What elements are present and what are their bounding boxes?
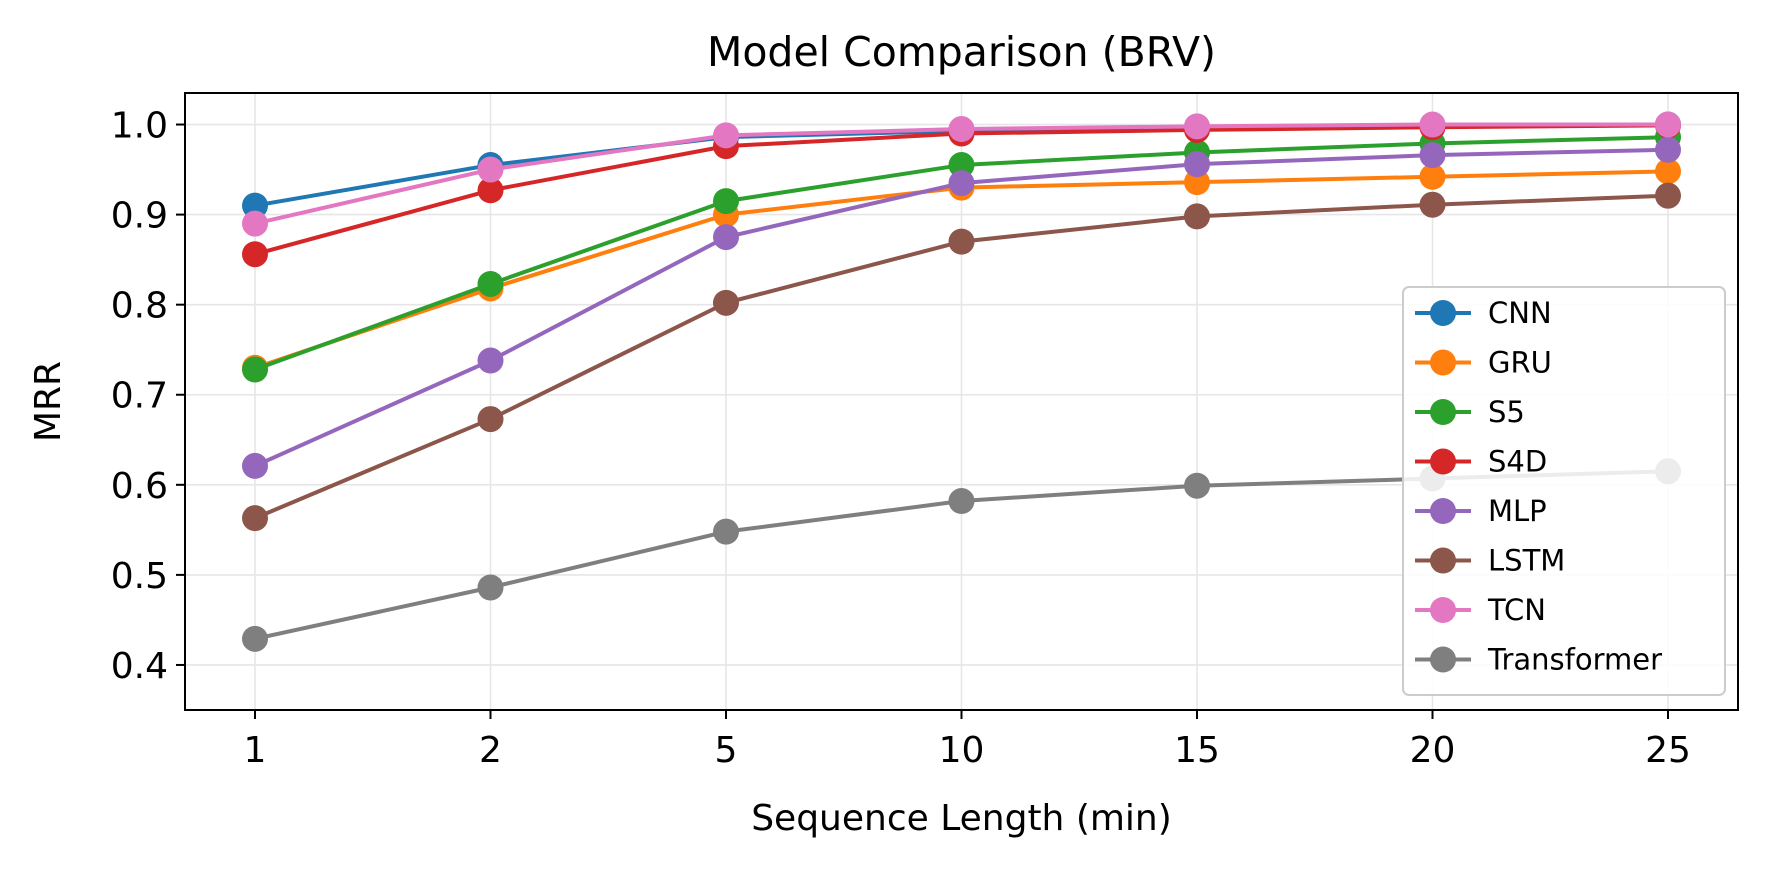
series-lstm [242, 182, 1681, 532]
x-tick-label: 10 [939, 730, 985, 771]
series-tcn [242, 111, 1681, 237]
legend-swatch-marker [1430, 349, 1456, 376]
y-tick-label: 1.0 [111, 106, 168, 147]
data-point [713, 289, 739, 316]
data-point [477, 156, 504, 183]
legend-entry: S5 [1415, 395, 1525, 429]
data-point [1419, 191, 1446, 218]
data-point [242, 241, 268, 268]
data-point [713, 224, 739, 251]
data-point [242, 210, 268, 237]
data-point [948, 116, 975, 143]
legend-swatch-marker [1430, 597, 1456, 623]
x-tick-label: 1 [244, 730, 267, 771]
y-tick-label: 0.9 [111, 196, 168, 237]
data-point [1655, 111, 1681, 138]
x-tick-label: 20 [1410, 730, 1456, 771]
legend-label: GRU [1488, 346, 1552, 380]
data-point [948, 170, 975, 197]
data-point [1419, 163, 1446, 190]
data-point [242, 505, 268, 532]
legend-label: S4D [1488, 445, 1547, 479]
chart-title: Model Comparison (BRV) [707, 28, 1216, 76]
legend-swatch-marker [1430, 646, 1456, 673]
legend-swatch-marker [1430, 448, 1456, 475]
data-point [477, 177, 504, 204]
data-point [477, 347, 504, 374]
legend-label: S5 [1488, 395, 1525, 429]
data-point [1655, 182, 1681, 209]
y-tick-label: 0.5 [111, 556, 168, 597]
data-point [242, 625, 268, 652]
legend-entry: GRU [1415, 346, 1552, 380]
y-tick-label: 0.6 [111, 466, 168, 507]
data-point [713, 188, 739, 215]
y-tick-label: 0.4 [111, 646, 168, 687]
legend-label: CNN [1488, 296, 1552, 330]
data-point [1184, 203, 1210, 230]
data-point [713, 122, 739, 149]
legend-label: Transformer [1487, 643, 1662, 677]
data-point [713, 518, 739, 545]
y-axis-label: MRR [28, 361, 69, 442]
data-point [948, 152, 975, 179]
y-tick-label: 0.7 [111, 376, 168, 417]
y-tick-label: 0.8 [111, 286, 168, 327]
legend-entry: LSTM [1415, 544, 1565, 578]
legend-entry: TCN [1415, 593, 1546, 627]
legend-swatch-marker [1430, 399, 1456, 425]
data-point [1184, 113, 1210, 140]
legend-entry: Transformer [1415, 643, 1662, 677]
x-tick-label: 15 [1174, 730, 1220, 771]
x-tick-label: 25 [1645, 730, 1691, 771]
data-point [1184, 151, 1210, 178]
data-point [242, 452, 268, 479]
x-axis-label: Sequence Length (min) [751, 798, 1172, 839]
data-point [948, 488, 975, 515]
legend-label: MLP [1488, 494, 1547, 528]
series-layer [242, 111, 1681, 652]
legend-swatch-marker [1430, 498, 1456, 524]
data-point [477, 270, 504, 297]
legend-entry: MLP [1415, 494, 1547, 528]
series-mlp [242, 136, 1681, 479]
data-point [242, 192, 268, 219]
data-point [1184, 472, 1210, 499]
data-point [1655, 136, 1681, 163]
legend: CNN GRU S5 S4D MLP LSTM TCN Transformer [1402, 286, 1726, 696]
data-point [948, 228, 975, 255]
legend-swatch-marker [1430, 547, 1456, 574]
legend-label: LSTM [1488, 544, 1565, 578]
axes: 0.40.50.60.70.80.91.01 2 5 10 15 20 25 [111, 106, 1691, 771]
legend-box [1402, 286, 1726, 696]
data-point [1419, 111, 1446, 138]
data-point [477, 406, 504, 433]
data-point [1184, 169, 1210, 196]
legend-entry: CNN [1415, 296, 1552, 330]
legend-entry: S4D [1415, 445, 1547, 479]
x-tick-label: 2 [479, 730, 502, 771]
data-point [1655, 158, 1681, 185]
x-tick-label: 5 [715, 730, 738, 771]
data-point [1419, 142, 1446, 169]
legend-label: TCN [1487, 593, 1546, 627]
data-point [477, 574, 504, 601]
data-point [242, 356, 268, 383]
legend-swatch-marker [1430, 300, 1456, 326]
